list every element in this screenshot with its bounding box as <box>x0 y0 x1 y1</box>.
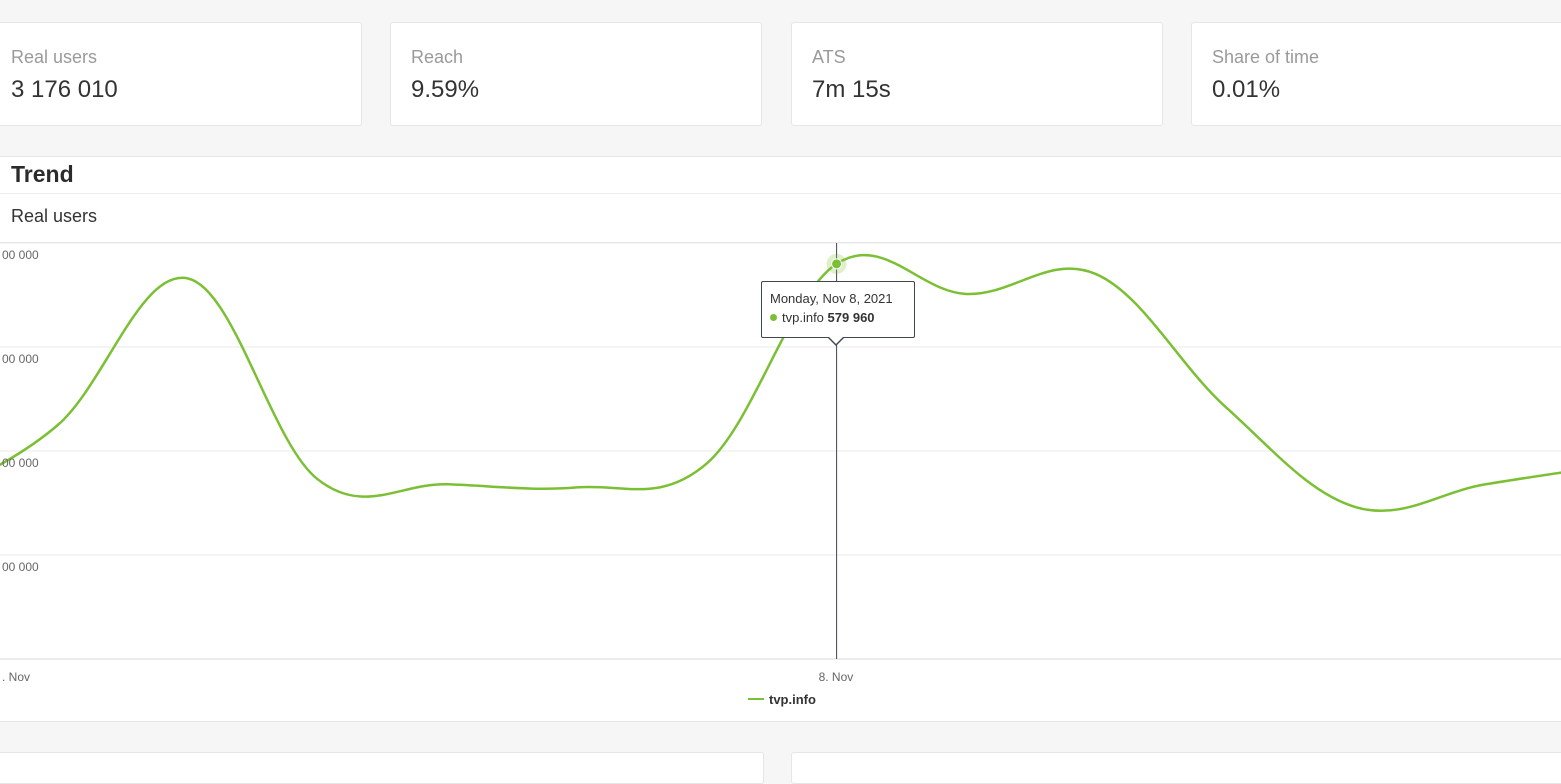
y-tick-label: 00 000 <box>2 352 39 366</box>
tooltip-value: 579 960 <box>827 310 875 325</box>
tooltip-row: tvp.info 579 960 <box>770 310 875 325</box>
kpi-label: ATS <box>812 47 846 67</box>
kpi-label: Share of time <box>1212 47 1320 67</box>
bottom-card-right <box>791 752 1561 784</box>
trend-title: Trend <box>11 161 74 187</box>
legend-swatch-icon <box>748 698 764 700</box>
kpi-label: Reach <box>411 47 464 67</box>
kpi-card-ats: ATS 7m 15s <box>791 22 1163 126</box>
kpi-card-reach: Reach 9.59% <box>390 22 762 126</box>
tooltip-series: tvp.info <box>782 310 824 325</box>
kpi-value: 0.01% <box>1212 76 1281 103</box>
tooltip-arrow-inner <box>828 336 844 344</box>
kpi-value: 9.59% <box>411 76 480 103</box>
series-dot-icon <box>770 314 777 321</box>
chart-legend[interactable]: tvp.info <box>748 692 816 707</box>
kpi-card-real-users: Real users 3 176 010 <box>0 22 362 126</box>
divider <box>0 193 1561 194</box>
legend-item-tvp-info[interactable]: tvp.info <box>769 692 816 707</box>
chart-tooltip: Monday, Nov 8, 2021 tvp.info 579 960 <box>761 281 915 338</box>
x-tick-label: . Nov <box>2 670 31 684</box>
kpi-label: Real users <box>11 47 98 67</box>
highlight-point[interactable] <box>831 258 843 270</box>
y-tick-label: 00 000 <box>2 248 39 262</box>
kpi-card-share-of-time: Share of time 0.01% <box>1191 22 1561 126</box>
kpi-value: 7m 15s <box>812 76 891 103</box>
kpi-value: 3 176 010 <box>11 76 118 103</box>
y-tick-label: 00 000 <box>2 456 39 470</box>
series-line-tvp-info[interactable] <box>0 253 1561 513</box>
y-tick-label: 00 000 <box>2 560 39 574</box>
tooltip-date: Monday, Nov 8, 2021 <box>770 291 893 306</box>
trend-chart[interactable] <box>0 0 1561 765</box>
trend-panel: Trend Real users <box>0 156 1561 722</box>
bottom-card-left <box>0 752 764 784</box>
trend-metric-label: Real users <box>11 206 98 226</box>
x-tick-label: 8. Nov <box>818 670 854 684</box>
